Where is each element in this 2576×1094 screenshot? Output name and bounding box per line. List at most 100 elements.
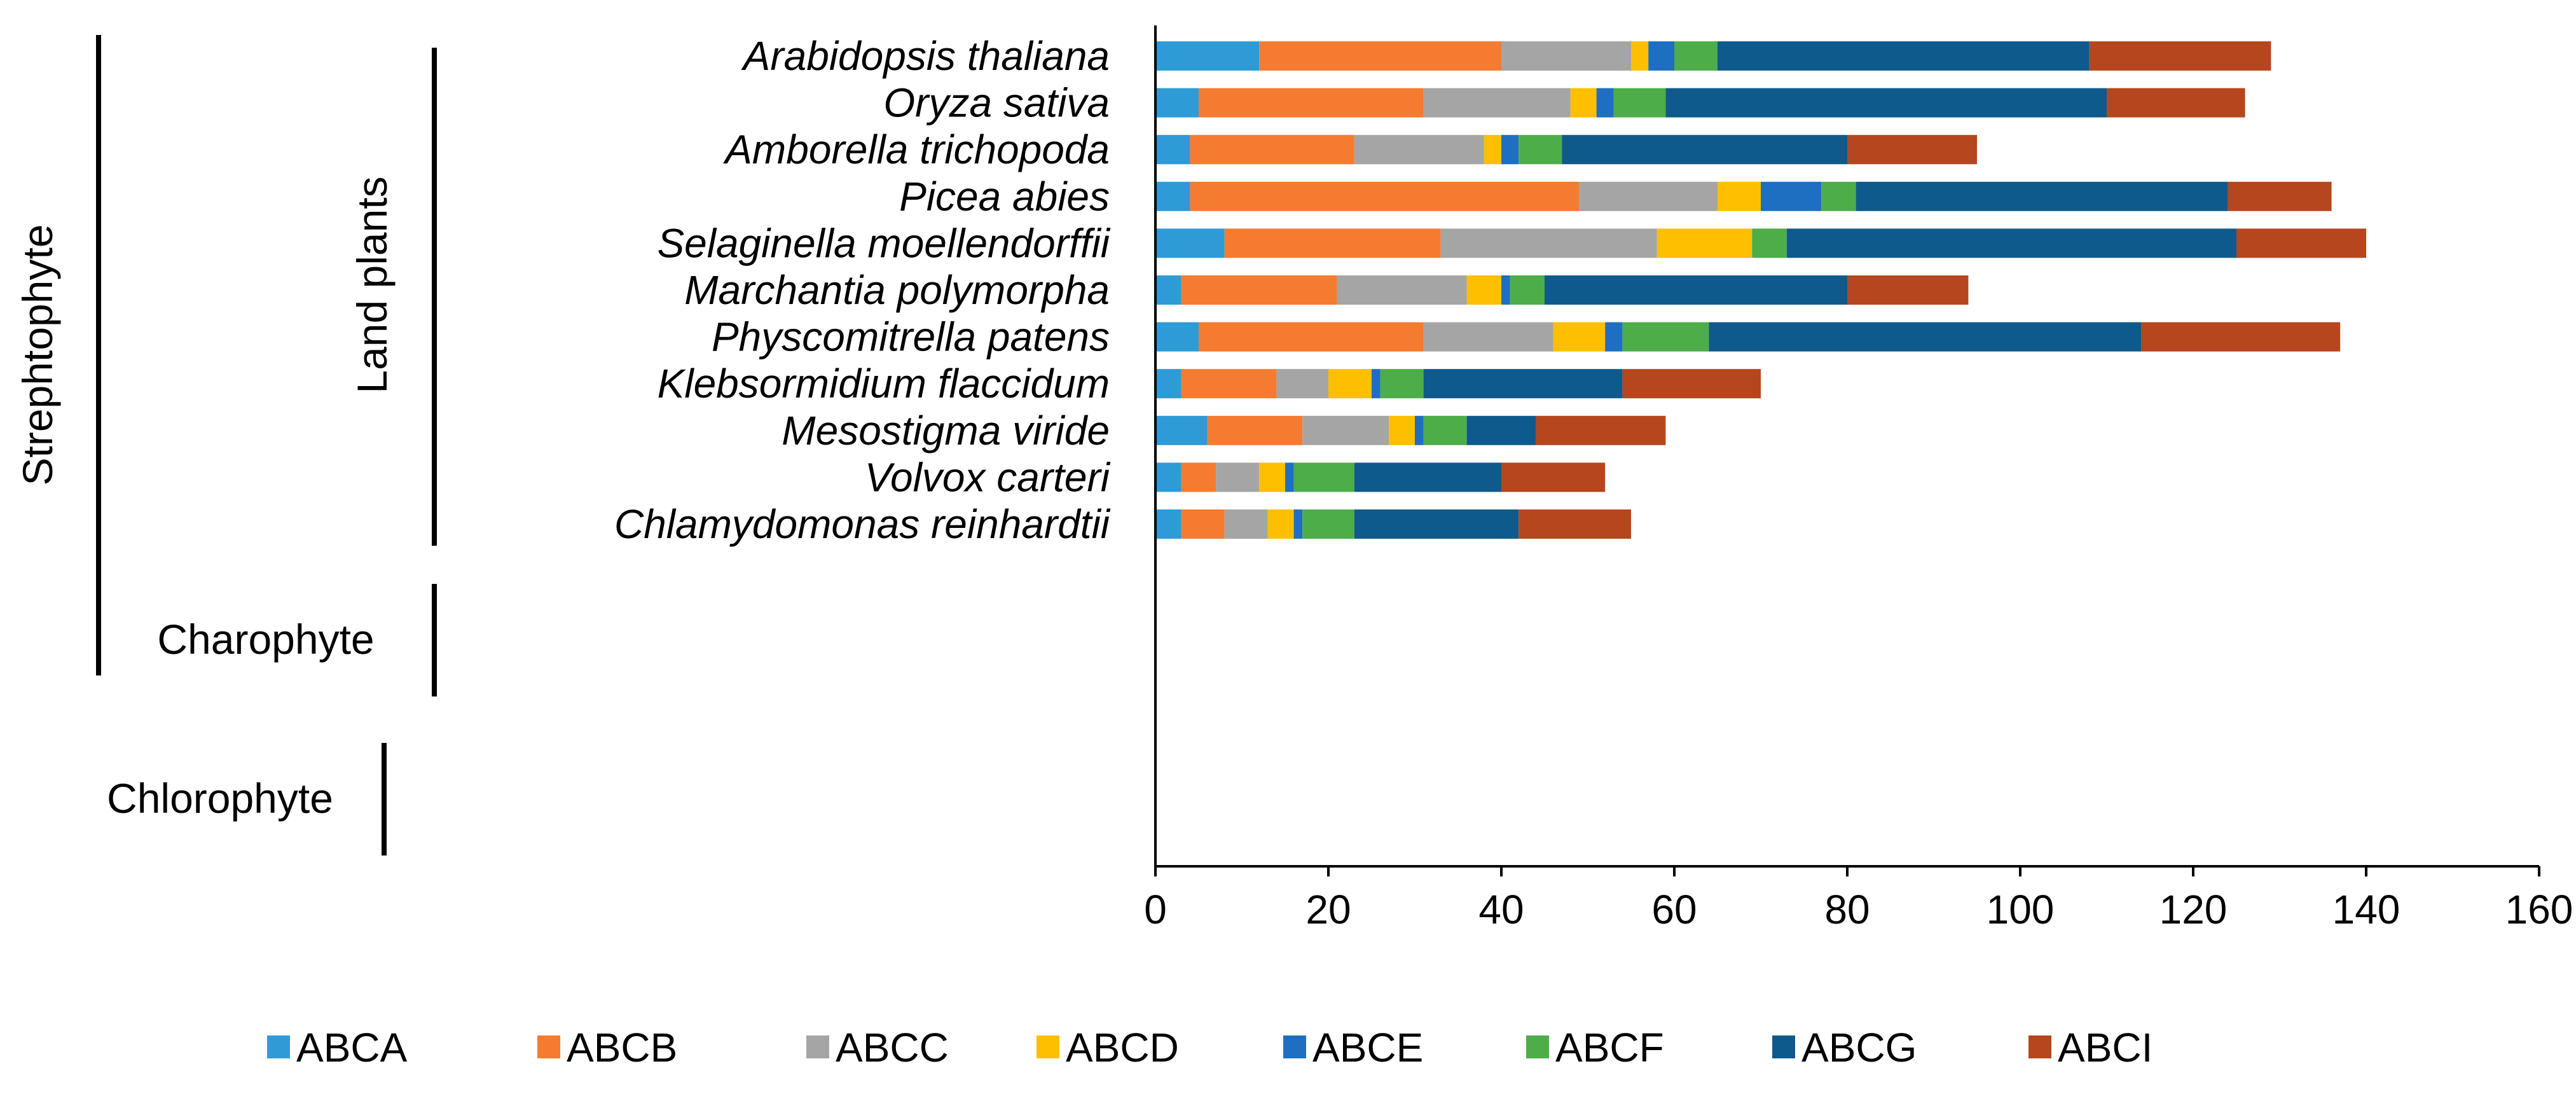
category-label: Picea abies bbox=[899, 174, 1110, 219]
bar-segment-abcb bbox=[1259, 41, 1501, 71]
bar-segment-abca bbox=[1155, 322, 1199, 352]
bar-segment-abcc bbox=[1423, 322, 1553, 352]
bar-segment-abci bbox=[1622, 369, 1761, 399]
bar-segment-abce bbox=[1293, 509, 1303, 539]
legend-label-abcf: ABCF bbox=[1555, 1025, 1664, 1070]
bar-segment-abcf bbox=[1622, 322, 1709, 352]
legend-swatch-abci bbox=[2028, 1035, 2051, 1058]
bar-segment-abca bbox=[1155, 181, 1190, 211]
legend-swatch-abca bbox=[267, 1035, 290, 1058]
bar-segment-abce bbox=[1648, 41, 1674, 71]
bar-segment-abci bbox=[1847, 275, 1969, 305]
bar-segment-abcd bbox=[1631, 41, 1649, 71]
bar-segment-abcd bbox=[1328, 369, 1372, 399]
bar-segment-abcb bbox=[1181, 462, 1216, 492]
legend: ABCA ABCB ABCC ABCD ABCE ABCF ABCG ABCI bbox=[267, 1025, 2152, 1070]
bar-segment-abcb bbox=[1207, 415, 1303, 445]
bar-segment-abcd bbox=[1718, 181, 1761, 211]
legend-swatch-abce bbox=[1283, 1035, 1306, 1058]
legend-label-abca: ABCA bbox=[296, 1025, 408, 1070]
bar-segment-abca bbox=[1155, 462, 1181, 492]
bar-segment-abcc bbox=[1337, 275, 1467, 305]
bar-segment-abcb bbox=[1199, 88, 1424, 118]
category-label: Selaginella moellendorffii bbox=[657, 220, 1110, 266]
bar-segment-abcc bbox=[1501, 41, 1631, 71]
bar-segment-abcf bbox=[1752, 228, 1787, 258]
bar-segment-abcd bbox=[1553, 322, 1606, 352]
bar-segment-abcf bbox=[1674, 41, 1718, 71]
bar-segment-abcb bbox=[1190, 135, 1354, 165]
bar-segment-abcg bbox=[1718, 41, 2090, 71]
bar-segment-abcb bbox=[1181, 509, 1225, 539]
bar-segment-abce bbox=[1501, 275, 1510, 305]
bar-segment-abca bbox=[1155, 415, 1208, 445]
legend-label-abci: ABCI bbox=[2058, 1025, 2152, 1070]
bar-segment-abcf bbox=[1510, 275, 1545, 305]
bar-segment-abcf bbox=[1613, 88, 1666, 118]
bar-segment-abcb bbox=[1190, 181, 1580, 211]
bar-segment-abcc bbox=[1224, 509, 1268, 539]
bar-segment-abcg bbox=[1545, 275, 1847, 305]
bar-segment-abci bbox=[2228, 181, 2332, 211]
bar-segment-abca bbox=[1155, 275, 1181, 305]
bar-segment-abcf bbox=[1302, 509, 1354, 539]
bar-segment-abcb bbox=[1181, 275, 1337, 305]
bar-segment-abca bbox=[1155, 369, 1181, 399]
legend-label-abce: ABCE bbox=[1312, 1025, 1423, 1070]
x-tick-label: 140 bbox=[2332, 887, 2400, 932]
x-tick-label: 100 bbox=[1987, 887, 2055, 932]
bar-segment-abce bbox=[1605, 322, 1623, 352]
legend-swatch-abcd bbox=[1037, 1035, 1059, 1058]
bar-segment-abcc bbox=[1302, 415, 1389, 445]
bar-segment-abci bbox=[1501, 462, 1606, 492]
category-label: Marchantia polymorpha bbox=[684, 267, 1110, 313]
bar-segment-abcd bbox=[1656, 228, 1753, 258]
bar-segment-abcd bbox=[1259, 462, 1285, 492]
bar-segment-abcg bbox=[1562, 135, 1847, 165]
legend-swatch-abcb bbox=[537, 1035, 560, 1058]
legend-swatch-abcg bbox=[1772, 1035, 1795, 1058]
bar-segment-abci bbox=[2236, 228, 2366, 258]
bar-segment-abcc bbox=[1440, 228, 1657, 258]
x-tick-label: 60 bbox=[1651, 887, 1697, 932]
x-tick-label: 160 bbox=[2505, 887, 2573, 932]
bar-segment-abcc bbox=[1423, 88, 1571, 118]
bar-segment-abcg bbox=[1786, 228, 2236, 258]
group-label-strephtophyte: Strephtophyte bbox=[14, 225, 61, 486]
bar-segment-abcc bbox=[1579, 181, 1718, 211]
category-label: Mesostigma viride bbox=[782, 408, 1110, 454]
legend-swatch-abcc bbox=[806, 1035, 829, 1058]
bar-segment-abci bbox=[2089, 41, 2271, 71]
bar-segment-abcg bbox=[1354, 462, 1501, 492]
bar-segment-abcg bbox=[1466, 415, 1536, 445]
bar-segment-abcf bbox=[1380, 369, 1424, 399]
category-label: Volvox carteri bbox=[865, 454, 1111, 500]
x-tick-label: 40 bbox=[1478, 887, 1524, 932]
bar-segment-abci bbox=[1536, 415, 1666, 445]
bar-segment-abcf bbox=[1821, 181, 1856, 211]
bar-segment-abcd bbox=[1466, 275, 1501, 305]
bar-segment-abca bbox=[1155, 88, 1199, 118]
bar-segment-abci bbox=[2141, 322, 2341, 352]
group-label-charophyte: Charophyte bbox=[157, 616, 374, 663]
category-label: Chlamydomonas reinhardtii bbox=[614, 501, 1111, 547]
bar-segment-abcf bbox=[1519, 135, 1562, 165]
bar-segment-abcg bbox=[1423, 369, 1623, 399]
bar-segment-abce bbox=[1761, 181, 1822, 211]
legend-label-abcg: ABCG bbox=[1801, 1025, 1917, 1070]
bar-segment-abce bbox=[1501, 135, 1519, 165]
group-label-land-plants: Land plants bbox=[348, 176, 396, 393]
bar-segment-abci bbox=[1847, 135, 1977, 165]
bar-segment-abcg bbox=[1856, 181, 2228, 211]
bar-segment-abcd bbox=[1484, 135, 1501, 165]
x-tick-label: 80 bbox=[1824, 887, 1870, 932]
bar-segment-abcb bbox=[1224, 228, 1441, 258]
bar-segment-abcc bbox=[1216, 462, 1260, 492]
bar-segment-abca bbox=[1155, 509, 1181, 539]
bar-segment-abce bbox=[1415, 415, 1424, 445]
legend-label-abcc: ABCC bbox=[836, 1025, 949, 1070]
x-tick-label: 0 bbox=[1144, 887, 1167, 932]
bar-segment-abcc bbox=[1276, 369, 1328, 399]
